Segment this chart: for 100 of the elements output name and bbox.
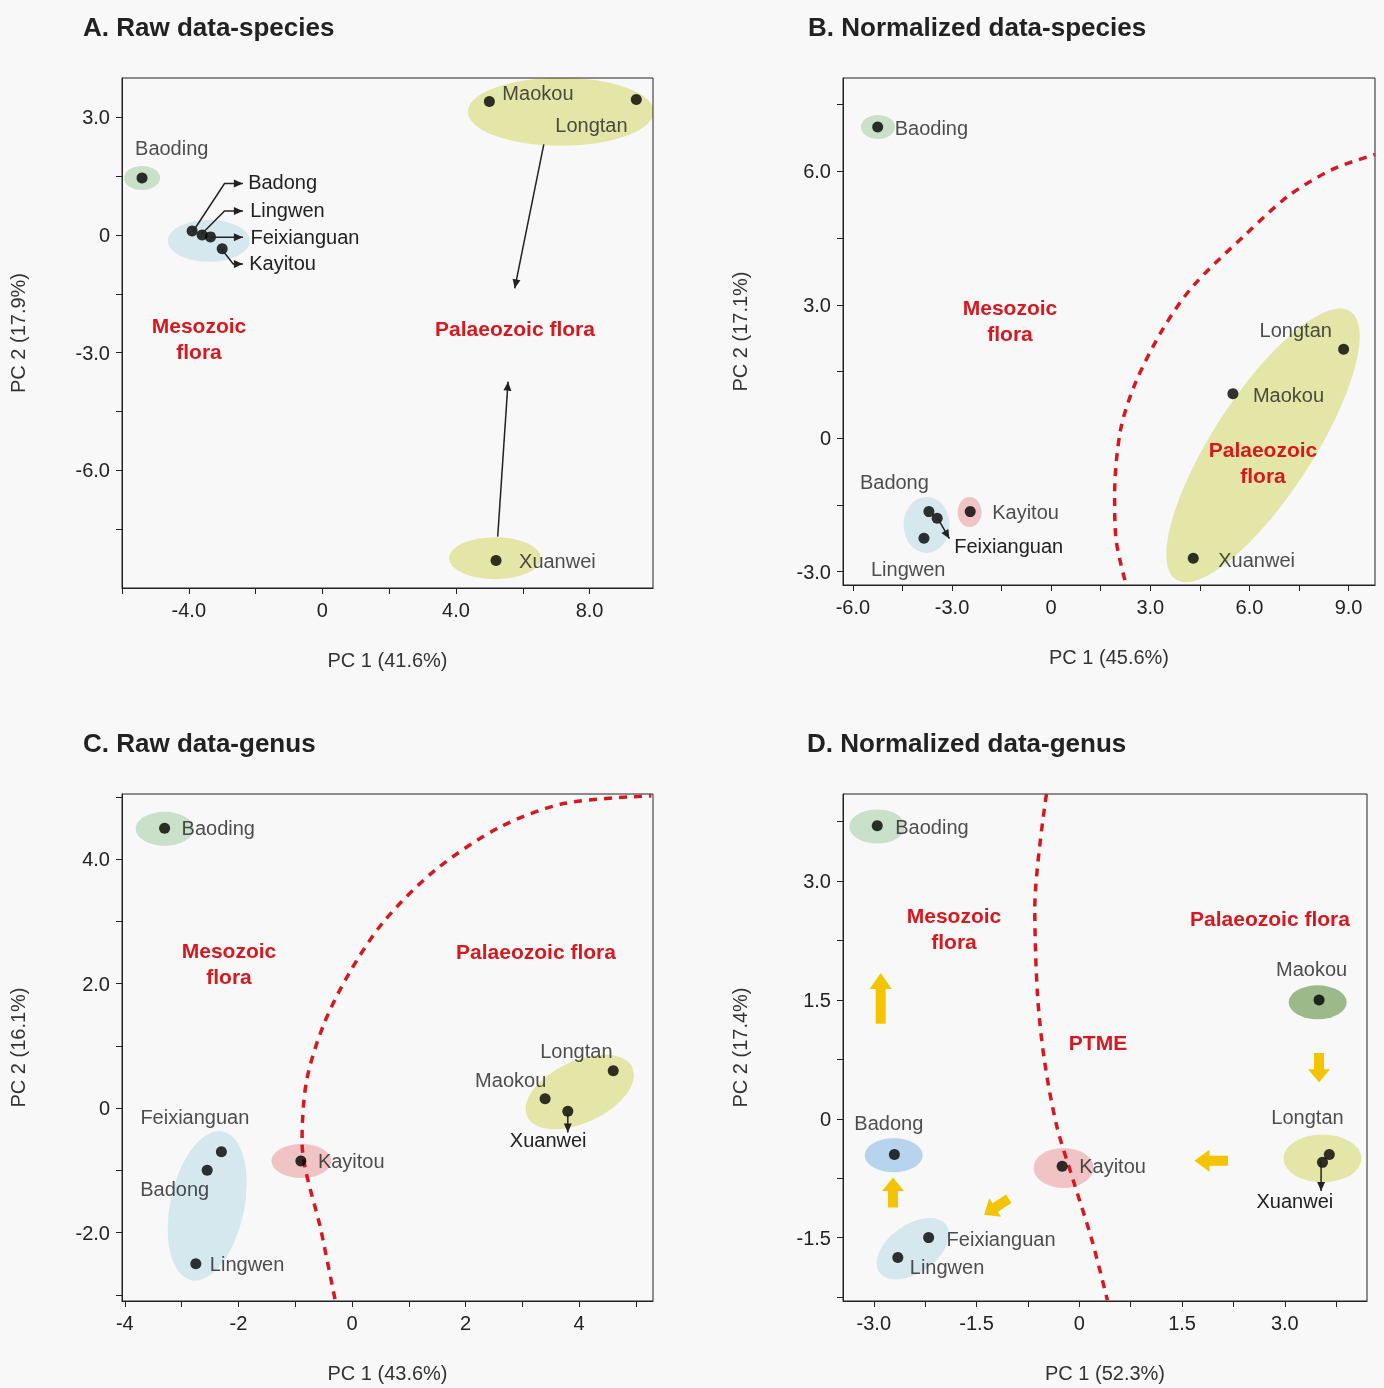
y-tick-label: 3.0	[82, 106, 110, 129]
x-tick-label: -2	[229, 1312, 248, 1334]
chart-title: A. Raw data-species	[83, 12, 335, 42]
point	[923, 1232, 935, 1244]
y-tick-label: 0	[819, 427, 831, 450]
x-tick-label: 8.0	[575, 599, 604, 621]
series-label: Longtan	[1271, 1106, 1344, 1129]
y-tick-label: 3.0	[803, 293, 831, 316]
y-tick-label: -3.0	[75, 341, 110, 364]
y-tick-label: 0	[98, 223, 110, 246]
series-label: Longtan	[555, 113, 628, 136]
series-label: Feixianguan	[946, 1227, 1056, 1250]
series-label: Kayitou	[992, 500, 1059, 523]
point	[539, 1093, 551, 1105]
x-tick-label: 3.0	[1270, 1312, 1299, 1334]
series-label: Baoding	[895, 815, 969, 838]
y-axis-title: PC 2 (17.9%)	[7, 272, 29, 394]
point	[295, 1155, 307, 1167]
series-label: Kayitou	[1079, 1155, 1146, 1178]
x-tick-label: 0	[346, 1312, 358, 1334]
series-label: Lingwen	[209, 1252, 285, 1275]
x-tick-label: 0	[1045, 596, 1057, 618]
x-tick-label: 9.0	[1334, 596, 1363, 618]
x-tick-label: 0	[316, 599, 328, 621]
annotation: Kayitou	[249, 251, 316, 274]
point	[215, 1146, 227, 1158]
x-axis-title: PC 1 (52.3%)	[1044, 1362, 1166, 1384]
x-tick-label: 1.5	[1168, 1312, 1196, 1334]
y-tick-label: 1.5	[803, 988, 831, 1011]
chart-title: B. Normalized data-species	[808, 12, 1147, 42]
y-tick-label: -6.0	[75, 459, 110, 482]
point	[1323, 1148, 1335, 1160]
x-tick-label: 6.0	[1235, 596, 1264, 618]
point	[1227, 388, 1239, 400]
series-label: Lingwen	[870, 558, 946, 581]
y-tick-label: -2.0	[75, 1221, 110, 1244]
x-tick-label: 0	[1073, 1312, 1085, 1334]
y-tick-label: -1.5	[796, 1226, 831, 1249]
series-label: Maokou	[1252, 383, 1325, 406]
series-label: Badong	[859, 470, 929, 493]
y-tick-label: 0	[819, 1107, 831, 1130]
x-axis-title: PC 1 (43.6%)	[327, 1362, 448, 1384]
point	[607, 1065, 619, 1077]
x-tick-label: -3.0	[856, 1312, 892, 1334]
annotation: Mesozoic flora	[151, 313, 247, 363]
point	[888, 1148, 900, 1160]
point	[892, 1251, 904, 1263]
y-axis-title: PC 2 (17.1%)	[729, 271, 751, 392]
point	[201, 1164, 213, 1176]
series-label: Badong	[140, 1178, 210, 1201]
point	[483, 96, 495, 108]
annotation: Mesozoic flora	[962, 295, 1058, 345]
y-axis-title: PC 2 (17.4%)	[729, 987, 751, 1108]
x-tick-label: 2	[460, 1312, 472, 1334]
series-label: Baoding	[135, 137, 209, 160]
series-label: Lingwen	[909, 1256, 985, 1279]
point	[630, 94, 642, 106]
annotation: Palaeozoic flora	[435, 316, 596, 340]
y-tick-label: 6.0	[803, 160, 831, 183]
x-tick-label: 4	[573, 1312, 585, 1334]
y-tick-label: -3.0	[796, 560, 831, 583]
annotation: Mesozoic flora	[906, 903, 1002, 953]
annotation: Xuanwei	[509, 1129, 587, 1152]
point	[1338, 343, 1350, 355]
series-label: Baoding	[181, 817, 255, 840]
x-tick-label: 4.0	[442, 599, 470, 621]
point	[159, 822, 171, 834]
x-axis-title: PC 1 (41.6%)	[327, 649, 448, 671]
series-label: Kayitou	[317, 1150, 385, 1173]
annotation: Lingwen	[250, 198, 325, 221]
x-tick-label: 3.0	[1136, 596, 1165, 618]
annotation: Palaeozoic flora	[1190, 906, 1351, 930]
point	[918, 532, 930, 544]
line-series	[1112, 152, 1377, 582]
point	[216, 243, 228, 255]
line-series	[300, 794, 654, 1301]
point	[205, 231, 216, 243]
series-label: Badong	[854, 1112, 924, 1135]
annotation: Feixianguan	[954, 535, 1064, 558]
annotation: Feixianguan	[250, 225, 360, 248]
y-axis-title: PC 2 (16.1%)	[7, 987, 29, 1108]
x-tick-label: -6.0	[835, 596, 871, 618]
annotation: PTME	[1068, 1030, 1128, 1054]
series-label: Maokou	[1276, 957, 1348, 980]
point	[190, 1258, 202, 1270]
annotation: Mesozoic flora	[181, 938, 277, 988]
point	[490, 555, 502, 567]
series-label: Baoding	[894, 116, 969, 139]
annotation: Badong	[248, 171, 318, 193]
x-tick-label: -3.0	[934, 596, 970, 618]
series-label: Xuanwei	[519, 549, 596, 572]
series-label: Xuanwei	[1218, 549, 1295, 572]
series-label: Feixianguan	[140, 1105, 250, 1128]
x-tick-label: -4	[115, 1312, 134, 1334]
series-label: Maokou	[502, 81, 574, 104]
y-tick-label: 0	[98, 1097, 110, 1120]
annotation: Palaeozoic flora	[1208, 437, 1318, 487]
y-tick-label: 3.0	[803, 870, 831, 893]
point	[1187, 552, 1199, 564]
annotation: Xuanwei	[1256, 1190, 1334, 1213]
